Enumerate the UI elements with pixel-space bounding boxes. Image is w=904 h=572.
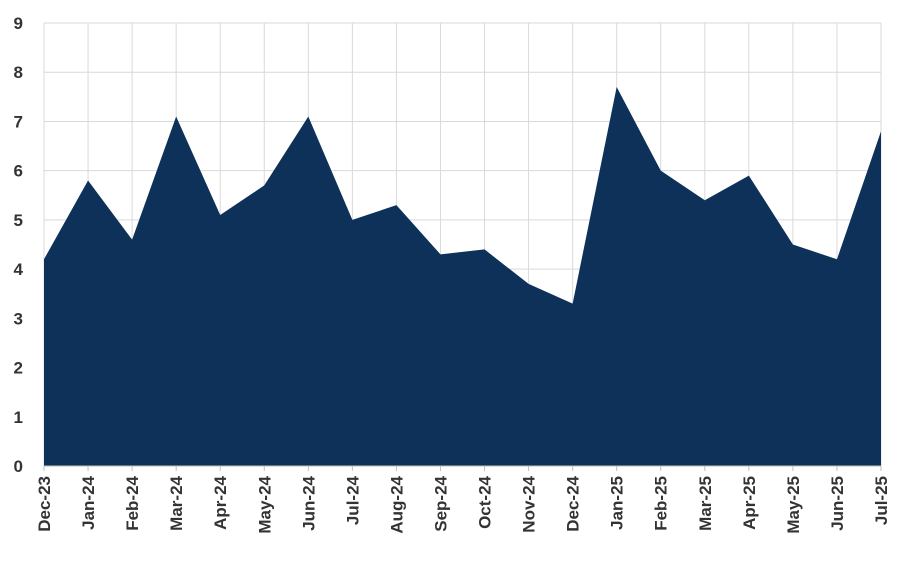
data-point-May-25 [790, 242, 795, 247]
y-tick-label: 1 [14, 408, 23, 427]
x-tick-label: Mar-24 [167, 475, 186, 530]
x-tick-label: Feb-24 [123, 475, 142, 530]
x-tick-label: Jul-24 [343, 475, 362, 525]
data-point-Jul-24 [350, 217, 355, 222]
x-tick-label: Jun-25 [828, 476, 847, 531]
x-tick-label: Dec-23 [35, 476, 54, 532]
y-tick-label: 9 [14, 14, 23, 33]
y-tick-label: 0 [14, 457, 23, 476]
data-point-Jun-25 [834, 257, 839, 262]
data-point-Mar-24 [174, 114, 179, 119]
data-point-Apr-25 [746, 173, 751, 178]
x-tick-label: Nov-24 [520, 475, 539, 532]
data-point-Dec-23 [42, 257, 47, 262]
x-tick-labels: Dec-23 Jan-24 Feb-24 Mar-24 Apr-24 May-24 Jun-… [35, 475, 891, 533]
x-tick-label: Apr-24 [211, 475, 230, 529]
area-layer [42, 84, 884, 466]
y-tick-label: 4 [14, 260, 24, 279]
data-point-Oct-24 [482, 247, 487, 252]
data-point-Nov-24 [526, 281, 531, 286]
data-point-Sep-24 [438, 252, 443, 257]
x-tick-label: Mar-25 [696, 476, 715, 531]
y-tick-label: 2 [14, 359, 23, 378]
area-series-0 [44, 86, 881, 466]
data-point-Aug-24 [394, 203, 399, 208]
data-point-Jun-24 [306, 114, 311, 119]
x-tick-label: Dec-24 [564, 475, 583, 531]
data-point-Dec-24 [570, 301, 575, 306]
y-tick-labels: 0 1 2 3 4 5 6 7 8 9 [14, 14, 24, 476]
data-point-Jul-25 [879, 129, 884, 134]
x-tick-label: Feb-25 [652, 476, 671, 531]
y-tick-label: 3 [14, 309, 23, 328]
x-tick-label: Apr-25 [740, 476, 759, 530]
data-point-Jan-24 [86, 178, 91, 183]
x-tick-label: Jul-25 [872, 476, 891, 525]
x-tick-label: May-25 [784, 476, 803, 534]
y-tick-label: 5 [14, 211, 23, 230]
data-point-Feb-24 [130, 237, 135, 242]
y-tick-label: 7 [14, 112, 23, 131]
data-point-May-24 [262, 183, 267, 188]
data-point-Mar-25 [702, 198, 707, 203]
y-tick-label: 8 [14, 63, 23, 82]
x-tick-label: Oct-24 [476, 475, 495, 528]
x-tick-label: Jan-24 [79, 475, 98, 529]
x-tick-label: Aug-24 [387, 475, 406, 533]
x-tick-label: Sep-24 [431, 475, 450, 531]
x-tick-label: May-24 [255, 475, 274, 533]
data-point-Jan-25 [614, 84, 619, 89]
y-tick-label: 6 [14, 162, 23, 181]
x-tick-label: Jan-25 [608, 476, 627, 530]
x-tick-label: Jun-24 [299, 475, 318, 530]
data-point-Apr-24 [218, 212, 223, 217]
data-point-Feb-25 [658, 168, 663, 173]
axis-layer [43, 465, 882, 471]
